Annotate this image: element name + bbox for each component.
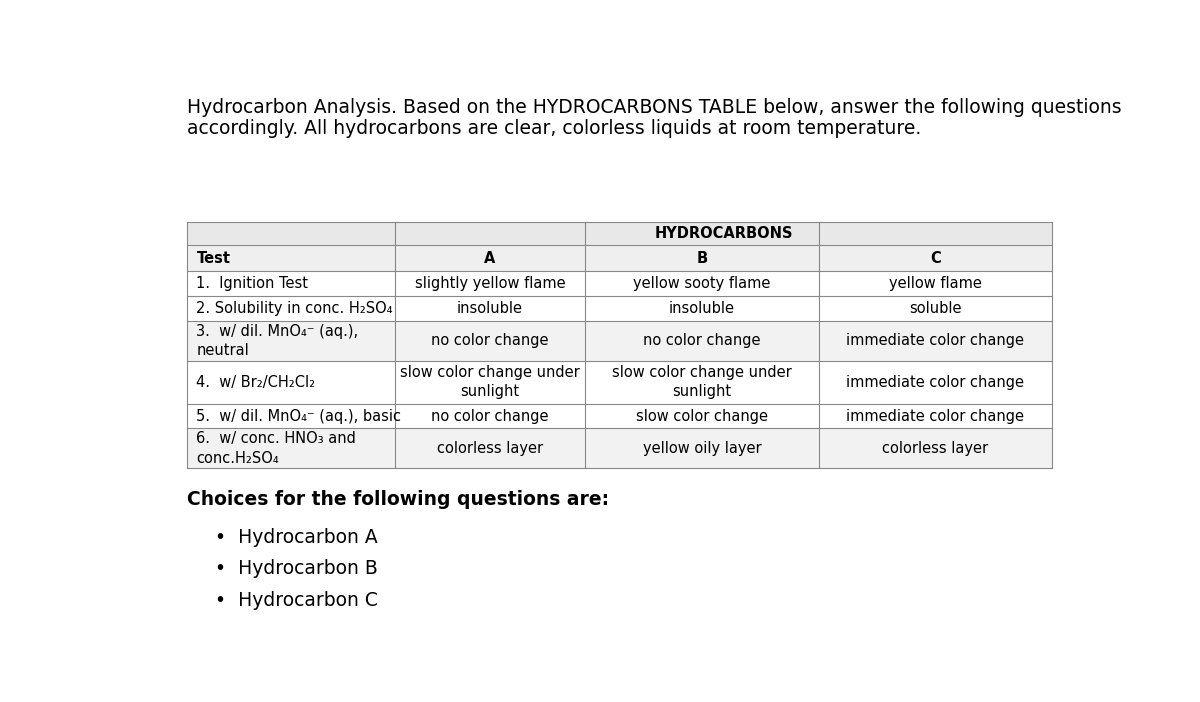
Text: slow color change under
sunlight: slow color change under sunlight — [400, 365, 580, 399]
Text: no color change: no color change — [431, 409, 548, 423]
Text: 5.  w/ dil. MnO₄⁻ (aq.), basic: 5. w/ dil. MnO₄⁻ (aq.), basic — [197, 409, 402, 423]
Text: immediate color change: immediate color change — [846, 333, 1025, 348]
Text: C: C — [930, 251, 941, 266]
Text: insoluble: insoluble — [457, 301, 523, 316]
Text: HYDROCARBONS: HYDROCARBONS — [654, 226, 793, 241]
Text: 1.  Ignition Test: 1. Ignition Test — [197, 276, 308, 291]
Text: insoluble: insoluble — [668, 301, 734, 316]
Text: B: B — [696, 251, 707, 266]
Text: 3.  w/ dil. MnO₄⁻ (aq.),
neutral: 3. w/ dil. MnO₄⁻ (aq.), neutral — [197, 324, 359, 358]
Text: soluble: soluble — [910, 301, 961, 316]
Text: 6.  w/ conc. HNO₃ and
conc.H₂SO₄: 6. w/ conc. HNO₃ and conc.H₂SO₄ — [197, 431, 356, 465]
Bar — [187, 245, 1052, 272]
Text: •  Hydrocarbon A: • Hydrocarbon A — [215, 528, 378, 547]
Text: Test: Test — [197, 251, 230, 266]
Text: no color change: no color change — [431, 333, 548, 348]
Bar — [187, 222, 1052, 245]
Text: yellow oily layer: yellow oily layer — [642, 441, 761, 456]
Text: accordingly. All hydrocarbons are clear, colorless liquids at room temperature.: accordingly. All hydrocarbons are clear,… — [187, 119, 922, 138]
Text: slightly yellow flame: slightly yellow flame — [415, 276, 565, 291]
Text: colorless layer: colorless layer — [437, 441, 542, 456]
Text: Hydrocarbon Analysis. Based on the HYDROCARBONS TABLE below, answer the followin: Hydrocarbon Analysis. Based on the HYDRO… — [187, 98, 1122, 117]
Bar — [187, 321, 1052, 361]
Text: 4.  w/ Br₂/CH₂Cl₂: 4. w/ Br₂/CH₂Cl₂ — [197, 375, 316, 390]
Text: A: A — [485, 251, 496, 266]
Bar — [187, 428, 1052, 468]
Text: slow color change under
sunlight: slow color change under sunlight — [612, 365, 792, 399]
Text: •  Hydrocarbon C: • Hydrocarbon C — [215, 590, 378, 609]
Text: •  Hydrocarbon B: • Hydrocarbon B — [215, 559, 378, 578]
Text: yellow sooty flame: yellow sooty flame — [634, 276, 770, 291]
Text: Choices for the following questions are:: Choices for the following questions are: — [187, 490, 610, 509]
Text: colorless layer: colorless layer — [882, 441, 989, 456]
Text: immediate color change: immediate color change — [846, 409, 1025, 423]
Text: slow color change: slow color change — [636, 409, 768, 423]
Text: yellow flame: yellow flame — [889, 276, 982, 291]
Text: no color change: no color change — [643, 333, 761, 348]
Text: immediate color change: immediate color change — [846, 375, 1025, 390]
Text: 2. Solubility in conc. H₂SO₄: 2. Solubility in conc. H₂SO₄ — [197, 301, 394, 316]
